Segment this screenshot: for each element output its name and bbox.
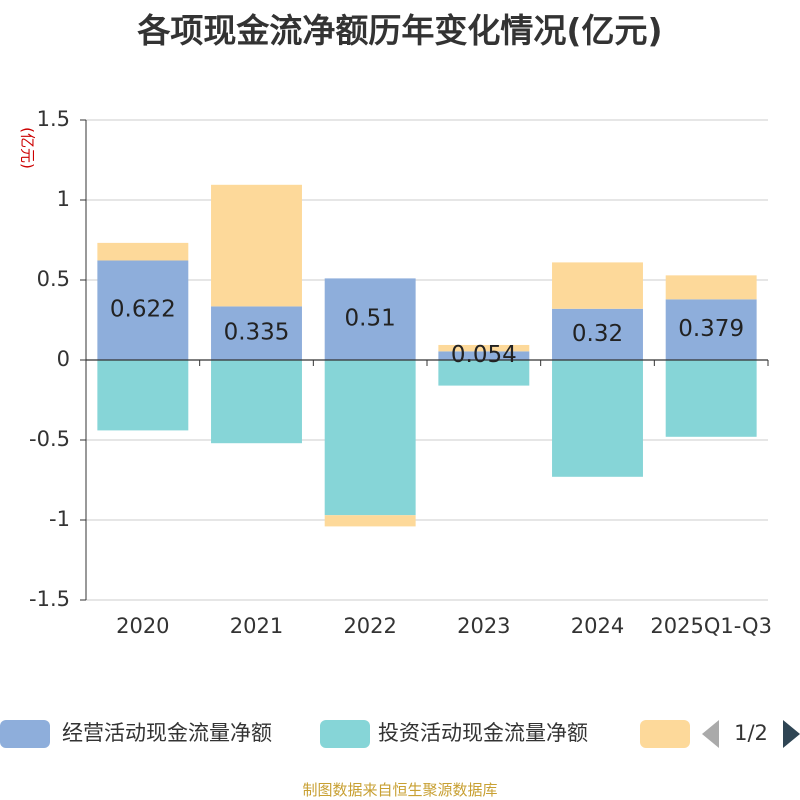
- bar-series-1[interactable]: [97, 260, 189, 360]
- bar-series-1[interactable]: [211, 306, 302, 360]
- y-tick-label: -1.5: [29, 587, 70, 611]
- legend-swatch-1[interactable]: [0, 720, 50, 748]
- bar-series-3[interactable]: [211, 184, 302, 307]
- bar-series-1[interactable]: [324, 278, 416, 360]
- bar-series-2[interactable]: [97, 360, 189, 431]
- bar-series-3[interactable]: [97, 242, 189, 261]
- x-tick-label: 2021: [230, 614, 283, 638]
- bar-series-2[interactable]: [438, 360, 530, 386]
- bar-series-1[interactable]: [438, 351, 530, 360]
- y-tick-label: 1.5: [37, 107, 70, 131]
- data-label: 0.054: [451, 342, 517, 368]
- x-tick-label: 2025Q1-Q3: [650, 614, 772, 638]
- bar-series-1[interactable]: [665, 299, 757, 360]
- legend-swatch-3[interactable]: [640, 720, 690, 748]
- bar-series-1[interactable]: [552, 308, 643, 360]
- legend-label-1[interactable]: 经营活动现金流量净额: [62, 721, 272, 745]
- data-label: 0.379: [678, 316, 744, 342]
- grid-lines: [86, 119, 768, 601]
- chart-title: 各项现金流净额历年变化情况(亿元): [137, 11, 663, 50]
- y-tick-label: 0.5: [37, 267, 70, 291]
- legend-page-indicator: 1/2: [734, 721, 768, 745]
- x-tick-label: 2024: [571, 614, 624, 638]
- x-tick-label: 2023: [457, 614, 510, 638]
- bar-series-3[interactable]: [324, 515, 416, 527]
- bars: [97, 184, 757, 527]
- x-tick-label: 2020: [116, 614, 169, 638]
- legend-swatch-2[interactable]: [320, 720, 370, 748]
- y-tick-label: -0.5: [29, 427, 70, 451]
- data-label: 0.32: [572, 321, 623, 347]
- legend-label-2[interactable]: 投资活动现金流量净额: [378, 721, 588, 745]
- data-label: 0.622: [110, 297, 176, 323]
- y-axis-title: (亿元): [19, 127, 37, 169]
- bar-series-3[interactable]: [438, 344, 530, 352]
- bar-series-2[interactable]: [324, 360, 416, 516]
- data-source-note: 制图数据来自恒生聚源数据库: [302, 781, 498, 799]
- data-label: 0.335: [224, 320, 290, 346]
- bar-series-3[interactable]: [665, 275, 757, 300]
- y-tick-label: -1: [49, 507, 70, 531]
- y-tick-label: 0: [57, 347, 70, 371]
- data-label: 0.51: [345, 306, 396, 332]
- bar-series-2[interactable]: [665, 360, 757, 437]
- legend-next-arrow-icon[interactable]: [783, 720, 800, 748]
- x-tick-label: 2022: [343, 614, 396, 638]
- legend-prev-arrow-icon[interactable]: [702, 720, 719, 748]
- bar-series-2[interactable]: [552, 360, 643, 477]
- y-tick-label: 1: [57, 187, 70, 211]
- bar-series-2[interactable]: [211, 360, 302, 444]
- legend: 经营活动现金流量净额 投资活动现金流量净额 1/2: [0, 720, 800, 748]
- axes: 1.5 1 0.5 0 -0.5 -1 -1.5 2020 2021 2022 2023 2024 20…: [29, 107, 772, 638]
- bar-series-3[interactable]: [552, 262, 643, 309]
- data-labels: 0.622 0.335 0.51 0.054 0.32 0.379: [110, 297, 744, 368]
